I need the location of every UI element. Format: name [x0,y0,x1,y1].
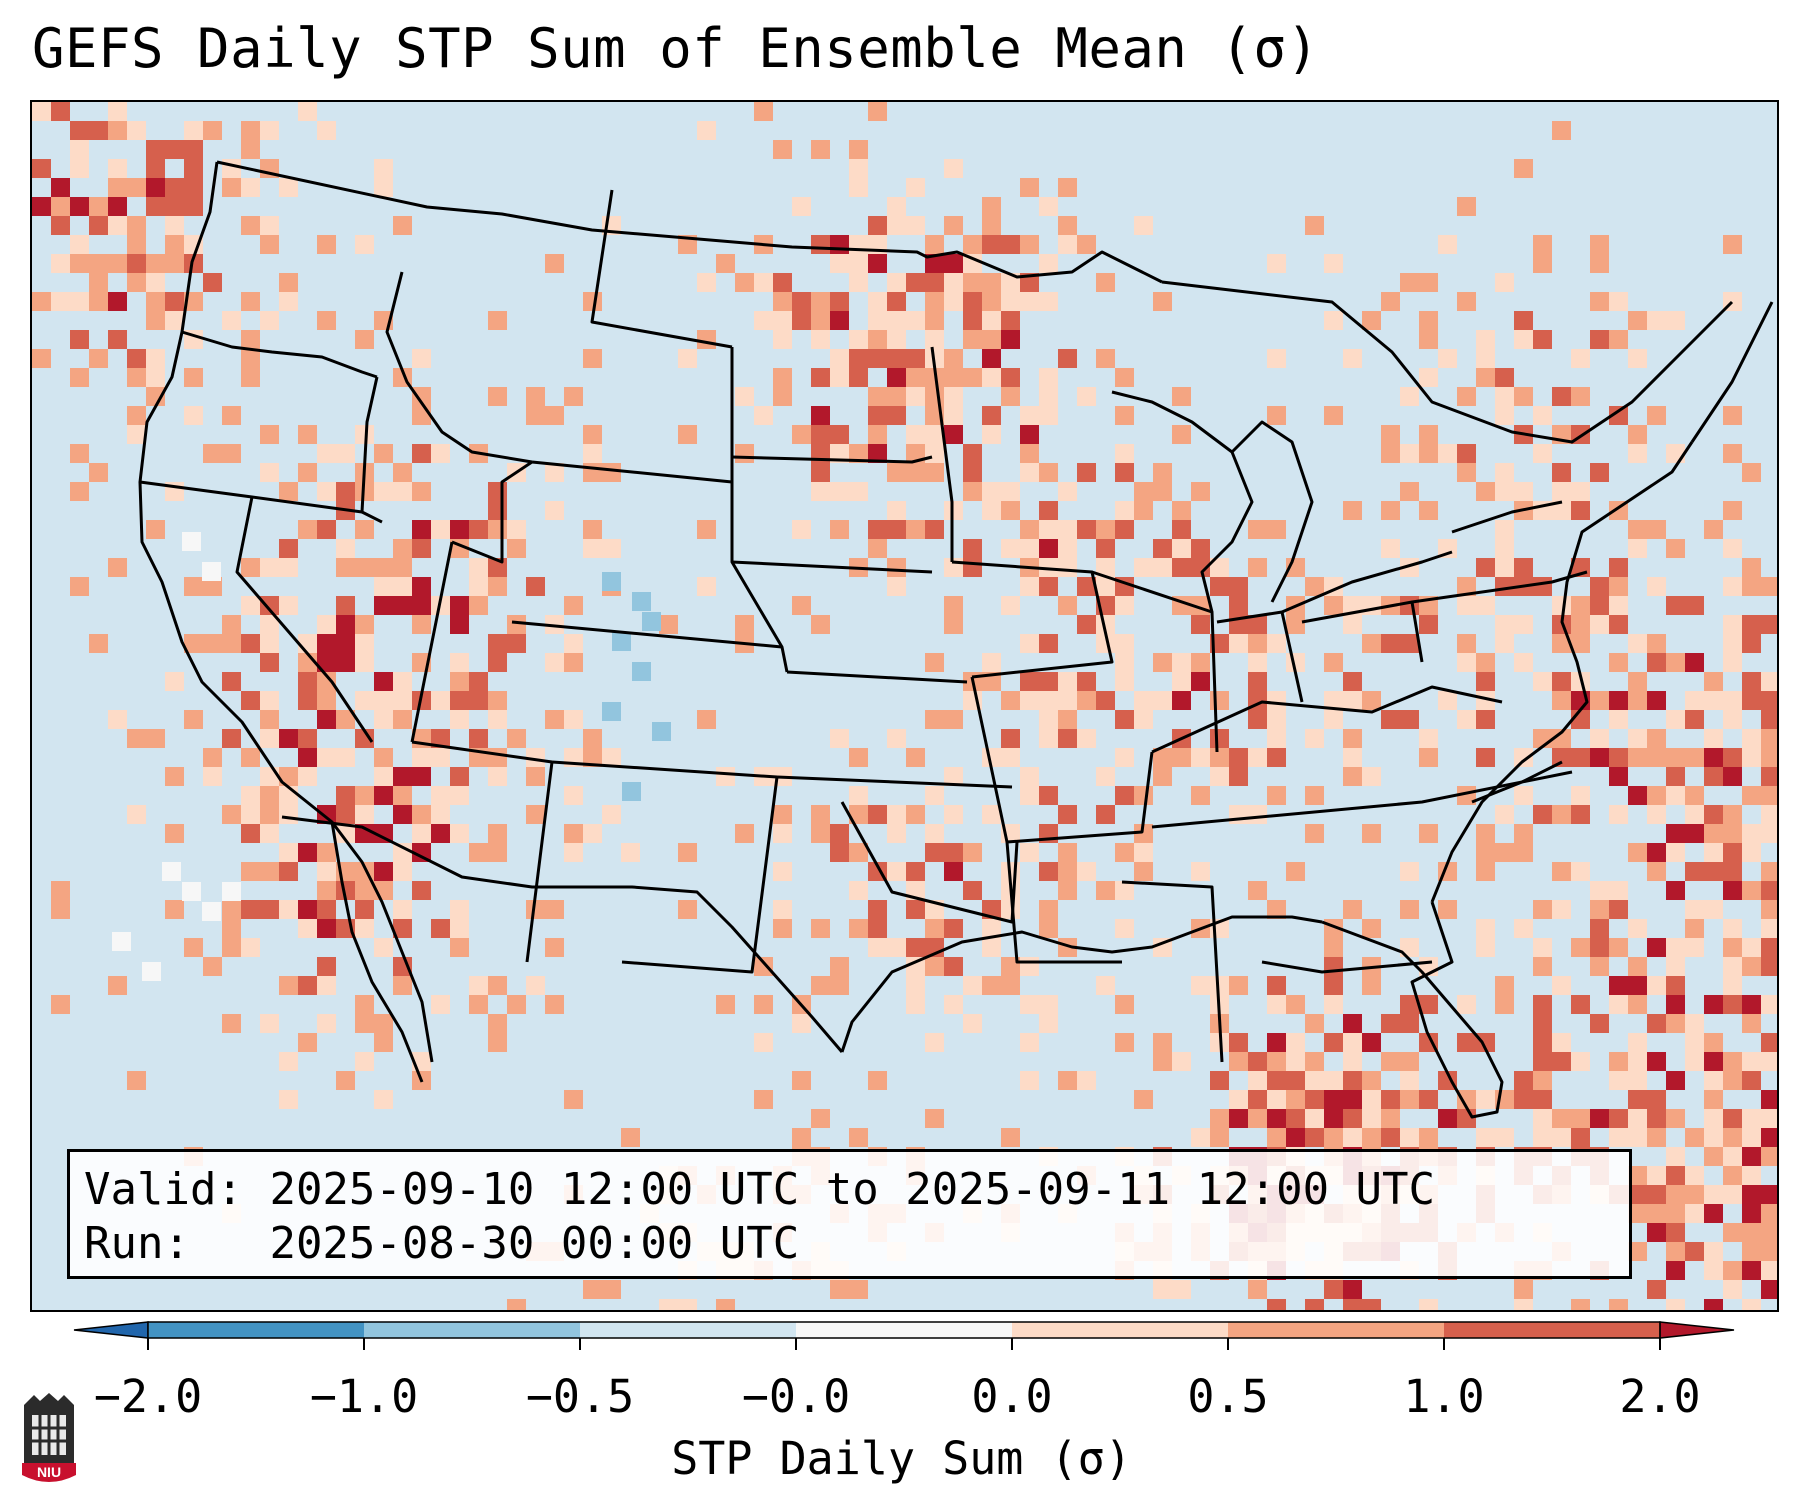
info-box: Valid: 2025-09-10 12:00 UTC to 2025-09-1… [67,1149,1632,1279]
mt-east [590,189,733,349]
stp-grid-cells [32,102,1777,1310]
id-west [360,376,383,524]
colorbar-tick-label: −2.0 [93,1370,203,1423]
id-mt [385,271,533,464]
colorbar-bin-2 [580,1322,797,1338]
colorbar-bin-6 [1444,1322,1661,1338]
co-nm [551,760,778,779]
wa-or-border [181,330,378,379]
michigan-lp [1230,420,1314,603]
ok-tx [840,801,1019,924]
valid-label: Valid: [84,1164,243,1215]
new-england-coast [1690,301,1774,443]
state-borders [138,160,1774,1119]
ca-nv-border [235,496,374,743]
colorbar-bin-3 [796,1322,1013,1338]
colorbar-extend-low [73,1321,149,1339]
ut-az [411,740,553,764]
ky [1151,685,1503,754]
colorbar-tick-label: −0.5 [525,1370,635,1423]
florida-coast [1321,901,1504,1119]
colorbar-tick-label: −0.0 [741,1370,851,1423]
run-value: 2025-08-30 00:00 UTC [269,1218,800,1269]
stp-map[interactable] [32,102,1779,1312]
pa-ny [1411,570,1588,604]
gulf-coast [840,915,1323,1053]
map-panel[interactable] [30,100,1779,1312]
nm-tx [621,776,779,974]
colorbar-label: STP Daily Sum (σ) [671,1432,1132,1485]
colorbar-tick-label: 2.0 [1619,1370,1701,1423]
colorbar-tick-label: 0.5 [1187,1370,1269,1423]
nv-ut [410,541,454,743]
canada-east [1161,280,1734,444]
nd-sd [731,455,933,464]
az-nm [525,761,554,963]
map-title: GEFS Daily STP Sum of Ensemble Mean (σ) [32,17,1320,80]
sc-nc [1471,760,1563,804]
ks-ok [776,775,1013,789]
baja-coast [330,821,424,1083]
colorbar-tick-label: 0.0 [971,1370,1053,1423]
niu-logo-icon: NIU [22,1393,76,1482]
wy-co [511,620,783,649]
ut-wy [451,460,533,564]
colorbar-extend-high [1659,1321,1735,1339]
colorbar-bin-5 [1228,1322,1445,1338]
canada-border [216,160,1163,284]
mt-wy [531,460,733,484]
run-label: Run: [84,1218,190,1269]
wy-east [730,347,789,673]
lake-ontario [1451,500,1563,534]
colorbar-tick-label: −1.0 [309,1370,419,1423]
sd-ne [731,560,933,574]
mn-west [930,346,954,562]
colorbar-bin-1 [364,1322,581,1338]
great-lakes-mi [1111,390,1254,613]
ms-al [1121,880,1224,1063]
run-line: Run: 2025-08-30 00:00 UTC [84,1222,799,1266]
valid-value: 2025-09-10 12:00 UTC to 2025-09-11 12:00… [269,1164,1436,1215]
ia [951,560,1114,679]
ne-ks [786,670,968,684]
mexico-border [281,815,844,1053]
valid-line: Valid: 2025-09-10 12:00 UTC to 2025-09-1… [84,1168,1435,1212]
colorbar-bin-4 [1012,1322,1229,1338]
colorbar-frame [147,1321,1661,1339]
niu-logo-text: NIU [37,1464,61,1480]
mo [970,676,1154,844]
ar-la [1005,841,1122,964]
colorbar-tick-label: 1.0 [1403,1370,1485,1423]
lake-erie [1281,550,1453,614]
ga-fl [1261,960,1433,974]
colorbar-bin-0 [148,1322,365,1338]
